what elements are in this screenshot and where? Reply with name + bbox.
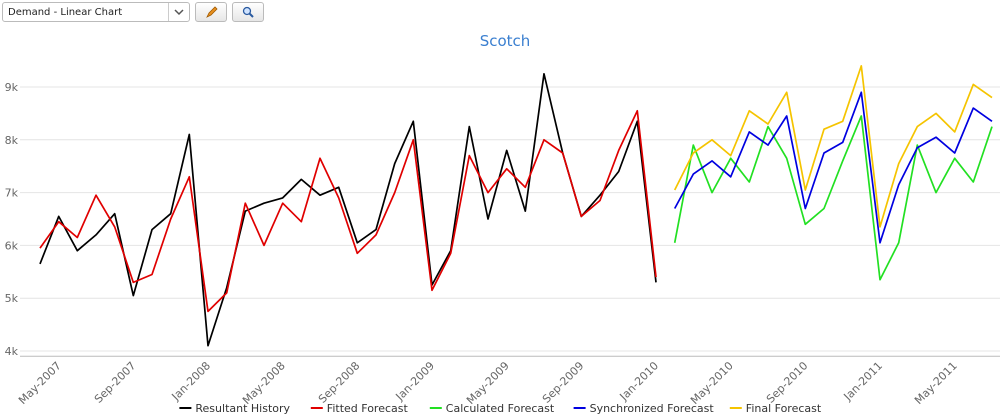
legend-label: Calculated Forecast — [446, 402, 555, 415]
toolbar: Demand - Linear Chart — [2, 2, 264, 24]
x-tick-label: Jan-2011 — [841, 359, 885, 403]
x-tick-label: Sep-2009 — [540, 359, 586, 405]
chart-title: Scotch — [480, 32, 531, 50]
x-tick-label: May-2009 — [464, 359, 512, 407]
legend-label: Fitted Forecast — [327, 402, 409, 415]
x-tick-label: May-2011 — [912, 359, 960, 407]
y-tick-label: 9k — [5, 81, 19, 94]
x-tick-label: Jan-2008 — [169, 359, 213, 403]
x-tick-label: Sep-2007 — [92, 359, 138, 405]
y-tick-label: 8k — [5, 134, 19, 147]
series-line — [39, 109, 657, 313]
pencil-icon — [206, 6, 218, 18]
legend-label: Resultant History — [195, 402, 290, 415]
series-line — [673, 65, 993, 228]
x-tick-label: Sep-2010 — [764, 359, 810, 405]
x-tick-label: Sep-2008 — [316, 359, 362, 405]
dropdown-arrow — [168, 3, 184, 21]
magnifier-icon — [242, 6, 254, 18]
series-line — [673, 91, 993, 244]
x-tick-label: Jan-2009 — [393, 359, 437, 403]
legend-label: Synchronized Forecast — [590, 402, 715, 415]
legend-label: Final Forecast — [746, 402, 822, 415]
y-tick-label: 6k — [5, 239, 19, 252]
edit-button[interactable] — [195, 2, 227, 22]
y-tick-label: 4k — [5, 345, 19, 358]
x-tick-label: Jan-2010 — [617, 359, 661, 403]
y-tick-label: 7k — [5, 187, 19, 200]
x-tick-label: May-2010 — [688, 359, 736, 407]
view-select-text: Demand - Linear Chart — [8, 7, 123, 18]
legend: Resultant History Fitted Forecast Calculat… — [179, 402, 822, 415]
y-tick-label: 5k — [5, 292, 19, 305]
series-line — [39, 72, 657, 347]
x-tick-label: May-2008 — [240, 359, 288, 407]
x-tick-label: May-2007 — [16, 359, 64, 407]
zoom-button[interactable] — [232, 2, 264, 22]
series-line — [673, 115, 993, 281]
view-select[interactable]: Demand - Linear Chart — [2, 2, 190, 22]
